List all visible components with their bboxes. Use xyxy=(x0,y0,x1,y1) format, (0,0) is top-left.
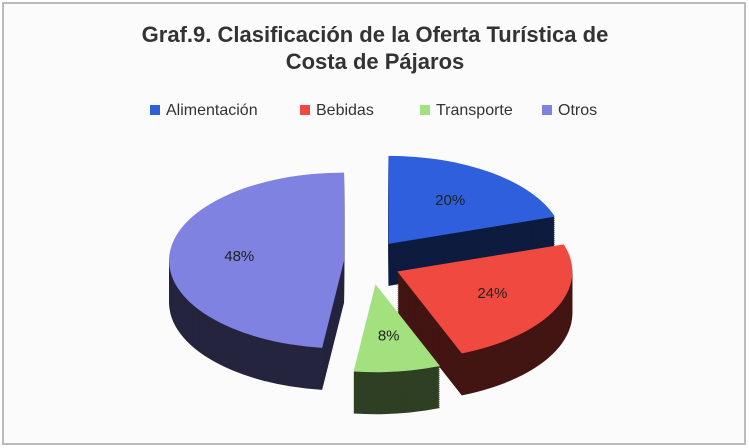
legend-label: Otros xyxy=(558,102,597,119)
slice xyxy=(169,172,345,348)
slice xyxy=(353,284,440,373)
legend-label: Alimentación xyxy=(166,102,258,119)
data-label: 24% xyxy=(477,285,507,302)
legend-label: Bebidas xyxy=(316,102,374,119)
data-label: 48% xyxy=(224,248,254,265)
slice xyxy=(388,155,555,244)
legend-swatch xyxy=(420,105,430,115)
data-label: 8% xyxy=(378,328,400,345)
legend-label: Transporte xyxy=(436,102,513,119)
data-label: 20% xyxy=(435,192,465,209)
chart-title: Graf.9. Clasificación de la Oferta Turís… xyxy=(142,22,609,47)
legend-swatch xyxy=(150,105,160,115)
legend-swatch xyxy=(300,105,310,115)
chart-title: Costa de Pájaros xyxy=(286,49,465,74)
legend: Alimentación Bebidas Transporte Otros xyxy=(150,102,597,119)
legend-swatch xyxy=(542,105,552,115)
slice xyxy=(397,244,573,354)
